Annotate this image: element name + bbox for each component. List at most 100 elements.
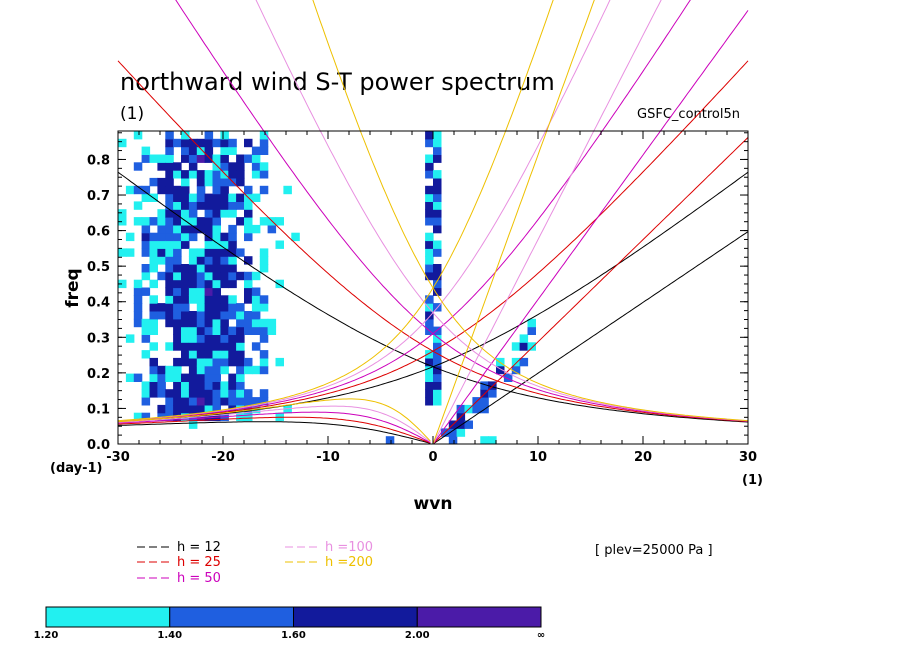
contour-cell [425,201,434,210]
contour-cell [141,264,151,273]
contour-cell [118,209,127,218]
info-box: [ plev=25000 Pa ] [595,543,713,558]
contour-cell [149,232,158,242]
contour-cell [259,397,269,406]
dispersion-curve-h200-branch1 [312,0,749,422]
x-tick-label: -20 [211,450,235,465]
contour-cell [188,342,198,351]
contour-cell [173,264,182,273]
contour-cell [133,311,143,320]
x-tick-label: 20 [634,450,652,465]
contour-cell [196,154,206,163]
contour-cell [212,389,221,398]
contour-cell [448,428,458,437]
power-contours [118,131,536,444]
contour-cell [425,271,434,281]
contour-cell [433,357,442,367]
contour-cell [433,271,442,281]
dispersion-curve-h12-branch3 [432,231,749,444]
contour-cell [173,389,182,398]
contour-cell [259,295,269,304]
contour-cell [259,170,269,179]
contour-cell [181,193,190,202]
contour-cell [204,342,214,351]
contour-cell [133,287,143,296]
contour-cell [220,271,229,281]
contour-cell [196,334,206,343]
contour-cell [228,373,237,382]
contour-cell [173,326,182,335]
contour-cell [204,224,214,234]
contour-cell [157,256,166,265]
contour-cell [228,256,237,265]
contour-cell [196,256,206,265]
contour-cell [173,256,182,265]
y-tick-label: 0.1 [87,402,110,417]
contour-cell [149,256,158,265]
contour-cell [157,232,166,242]
contour-cell [503,373,513,382]
contour-cell [251,318,261,328]
contour-cell [141,193,151,202]
contour-cell [212,240,221,249]
contour-cell [173,217,182,226]
contour-cell [196,373,206,382]
contour-cell [141,240,151,249]
contour-cell [149,248,158,257]
contour-cell [196,264,206,273]
contour-cell [236,170,245,179]
contour-cell [133,217,143,226]
contour-cell [204,248,214,257]
contour-cell [173,248,182,257]
contour-cell [196,404,206,414]
contour-cell [181,146,190,155]
contour-cell [173,170,182,179]
contour-cell [228,193,237,202]
contour-cell [204,412,214,422]
contour-cell [244,412,253,422]
contour-cell [149,240,158,249]
contour-cell [220,154,229,163]
contour-cell [196,248,206,257]
x-tick-label: 0 [428,450,437,465]
contour-cell [188,154,198,163]
contour-cell [188,193,198,202]
contour-cell [425,138,434,148]
contour-cell [181,318,190,328]
contour-cell [165,295,174,304]
contour-cell [527,318,536,328]
contour-cell [212,209,221,218]
contour-cell [212,193,221,202]
y-tick-label: 0.0 [87,438,110,453]
contour-cell [149,154,158,163]
contour-cell [433,381,442,390]
contour-cell [259,217,269,226]
contour-cell [204,138,214,148]
contour-cell [212,248,221,257]
contour-cell [133,131,143,140]
contour-cell [149,303,158,312]
contour-cell [188,365,198,375]
contour-cell [251,303,261,312]
contour-cell [236,334,245,343]
contour-cell [212,397,221,406]
contour-cell [456,404,466,414]
contour-cell [181,224,190,234]
contour-cell [149,279,158,289]
contour-cell [488,436,497,444]
contour-cell [204,311,214,320]
contour-cell [425,256,434,265]
contour-cell [204,326,214,335]
contour-cell [496,365,505,375]
contour-cell [181,373,190,382]
contour-cell [220,357,229,367]
contour-cell [433,287,442,296]
contour-cell [212,279,221,289]
contour-cell [220,326,229,335]
contour-cell [259,264,269,273]
contour-cell [188,170,198,179]
contour-cell [204,365,214,375]
contour-cell [244,271,253,281]
contour-cell [220,209,229,218]
contour-cell [188,256,198,265]
